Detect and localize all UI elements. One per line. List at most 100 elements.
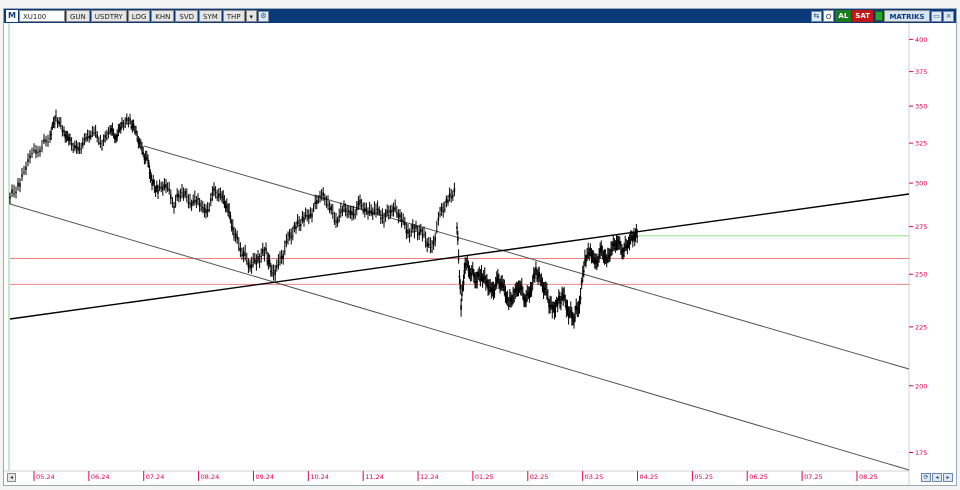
- price-candle: [469, 272, 472, 276]
- price-candle: [534, 276, 536, 279]
- price-candle: [460, 305, 462, 310]
- price-candle: [312, 209, 315, 211]
- price-chart[interactable]: 400 375 350 325 300 275 250 225 200 175 05.24 06.2…: [4, 23, 956, 485]
- price-candle: [518, 288, 521, 291]
- time-tick-label: 01.25: [475, 473, 494, 481]
- settings-icon[interactable]: ⚙: [258, 10, 270, 22]
- price-candle: [357, 202, 360, 206]
- price-candle: [35, 149, 37, 154]
- thp-button[interactable]: THP: [222, 10, 245, 22]
- price-candle: [223, 201, 226, 205]
- price-candle: [11, 189, 13, 194]
- dropdown-icon[interactable]: ▾: [245, 10, 258, 22]
- price-candle: [571, 313, 573, 319]
- chart-window: M XU100 GUN USDTRY LOG KHN SVD SYM THP ▾…: [3, 8, 957, 486]
- price-candle: [482, 276, 485, 280]
- scroll-right-icon[interactable]: ▸: [943, 473, 953, 482]
- price-candle: [222, 198, 224, 200]
- buy-button[interactable]: AL: [835, 10, 852, 22]
- price-tick-label: 275: [915, 223, 927, 231]
- price-candle: [458, 275, 461, 278]
- price-candle: [247, 262, 250, 267]
- price-candle: [328, 208, 331, 211]
- window-close-icon[interactable]: ×: [943, 10, 954, 22]
- price-candle: [31, 153, 33, 155]
- price-candle: [464, 263, 466, 268]
- price-candle: [457, 236, 459, 241]
- price-candle: [320, 197, 323, 199]
- price-candle: [576, 307, 579, 311]
- price-candle: [623, 246, 625, 252]
- price-candle: [351, 211, 353, 216]
- price-candle: [296, 220, 299, 225]
- price-candle: [392, 206, 395, 212]
- price-candle: [415, 225, 417, 229]
- sell-button[interactable]: SAT: [852, 10, 873, 22]
- link-icon[interactable]: ⇆: [810, 10, 822, 22]
- time-tick-label: 08.24: [201, 473, 220, 481]
- price-candle: [612, 243, 615, 246]
- price-candle: [364, 207, 366, 213]
- o-button[interactable]: O: [822, 10, 835, 22]
- price-candle: [136, 138, 138, 140]
- price-candle: [126, 118, 128, 122]
- price-candle: [368, 210, 371, 212]
- price-candle: [74, 145, 76, 148]
- channel-upper-line: [143, 145, 910, 370]
- price-candle: [511, 302, 513, 304]
- price-candle: [400, 218, 403, 222]
- currency-button[interactable]: USDTRY: [90, 10, 127, 22]
- price-candle: [101, 148, 103, 150]
- price-candle: [246, 260, 248, 262]
- khn-button[interactable]: KHN: [151, 10, 175, 22]
- price-candle: [301, 216, 304, 221]
- price-candle: [356, 206, 358, 210]
- app-logo: M: [6, 10, 18, 22]
- price-candle: [338, 215, 340, 218]
- price-candle: [625, 247, 628, 248]
- price-candle: [397, 213, 400, 218]
- price-candle: [304, 214, 307, 217]
- svd-button[interactable]: SVD: [175, 10, 199, 22]
- price-candle: [96, 134, 98, 138]
- price-candle: [503, 289, 506, 290]
- price-candle: [524, 300, 526, 304]
- symbol-field[interactable]: XU100: [18, 10, 65, 22]
- price-candle: [404, 222, 406, 226]
- price-candle: [41, 147, 43, 149]
- price-candle: [632, 237, 634, 242]
- price-candle: [493, 293, 496, 295]
- price-candle: [549, 306, 551, 308]
- price-candle: [166, 188, 169, 189]
- price-candle: [249, 264, 251, 269]
- price-candle: [491, 287, 494, 292]
- log-scale-button[interactable]: LOG: [127, 10, 151, 22]
- scroll-left-button[interactable]: ◂: [7, 473, 16, 482]
- price-candle: [618, 241, 621, 246]
- price-candle: [481, 277, 484, 282]
- price-candle: [241, 254, 243, 257]
- period-button[interactable]: GUN: [65, 10, 90, 22]
- price-candle: [51, 124, 54, 128]
- price-candle: [19, 183, 21, 187]
- price-candle: [572, 319, 574, 321]
- scroll-left-icon[interactable]: ◂: [932, 473, 942, 482]
- price-candle: [523, 296, 525, 302]
- price-candle: [75, 145, 78, 149]
- price-candle: [124, 122, 126, 124]
- price-candle: [346, 214, 348, 215]
- price-candle: [56, 120, 59, 124]
- price-candle: [146, 157, 148, 160]
- price-candle: [43, 139, 45, 143]
- time-tick-label: 02.25: [530, 473, 549, 481]
- price-candle: [285, 240, 288, 244]
- window-minimize-icon[interactable]: ▭: [931, 10, 942, 22]
- price-candle: [29, 154, 31, 159]
- refresh-icon[interactable]: ⟳: [921, 473, 931, 482]
- sym-button[interactable]: SYM: [199, 10, 222, 22]
- price-candle: [479, 279, 482, 281]
- price-tick-label: 300: [915, 180, 927, 188]
- price-candle: [501, 282, 503, 285]
- price-candle: [490, 286, 493, 292]
- price-candle: [516, 293, 519, 295]
